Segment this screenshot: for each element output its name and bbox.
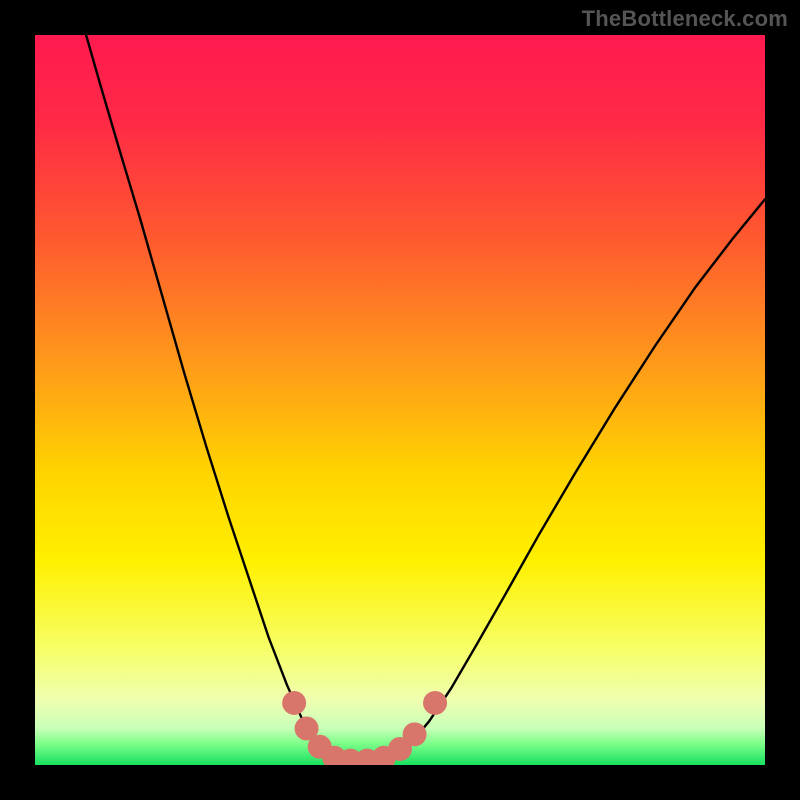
chart-canvas: TheBottleneck.com — [0, 0, 800, 800]
watermark-text: TheBottleneck.com — [582, 6, 788, 32]
valley-marker — [423, 691, 447, 715]
marker-group — [282, 691, 447, 765]
plot-area — [35, 35, 765, 765]
valley-marker — [403, 722, 427, 746]
chart-overlay-svg — [35, 35, 765, 765]
bottleneck-curve — [86, 35, 765, 761]
valley-marker — [282, 691, 306, 715]
